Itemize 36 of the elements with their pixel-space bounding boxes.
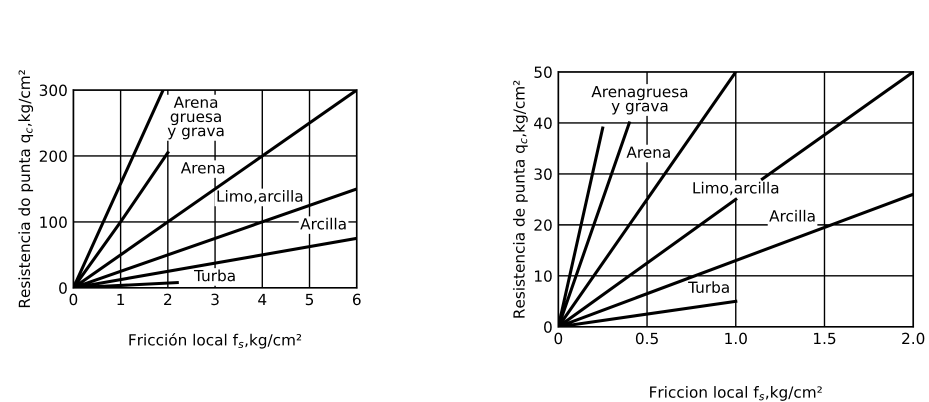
annotation: Arena: [626, 146, 670, 158]
text: 2.0: [902, 332, 924, 344]
annotation: Arcilla: [769, 210, 815, 222]
y-tick-label: 200: [40, 150, 67, 162]
x-axis-title: Friccion local f$_{s}$,kg/cm²: [650, 386, 822, 401]
annotation: Limo,arcilla: [693, 182, 778, 196]
x-axis-title: Fricción local f$_{s}$,kg/cm²: [129, 333, 302, 349]
y-axis-title: Resistencia do punta q$_{c}$,kg/cm²: [18, 70, 34, 308]
x-tick-label: 4: [258, 294, 266, 305]
x-tick-label: 1.5: [814, 332, 836, 344]
annotation: Turba: [194, 270, 235, 282]
y-tick-label: 30: [534, 168, 552, 180]
annotation: Arcilla: [300, 218, 346, 230]
y-axis-title: Resistencia de punta q$_{c}$,kg/cm²: [512, 80, 528, 318]
y-tick-label: 100: [40, 216, 67, 228]
y-tick-label: 10: [535, 270, 552, 282]
y-tick-label: 40: [534, 117, 552, 129]
x-tick-label: 1.0: [725, 332, 747, 344]
annotation: Arenagruesa y grava: [591, 86, 688, 114]
x-tick-label: 2: [164, 294, 172, 305]
annotation: Turba: [688, 281, 729, 294]
y-tick-label: 0: [544, 321, 552, 333]
x-tick-label: 1: [117, 294, 124, 305]
x-tick-label: 0: [554, 332, 562, 344]
y-tick-label: 20: [534, 219, 552, 231]
annotation: Arena: [180, 162, 224, 174]
y-tick-label: 300: [40, 84, 67, 96]
annotation: Arena gruesa y grava: [168, 96, 224, 140]
y-tick-label: 50: [534, 66, 552, 78]
x-tick-label: 6: [352, 294, 361, 306]
annotation: Limo,arcilla: [218, 190, 302, 204]
x-tick-label: 0.5: [636, 332, 658, 344]
x-tick-label: 5: [306, 294, 314, 306]
x-tick-label: 3: [211, 294, 219, 306]
x-tick-label: 0: [70, 294, 78, 306]
y-tick-label: 0: [59, 282, 67, 294]
